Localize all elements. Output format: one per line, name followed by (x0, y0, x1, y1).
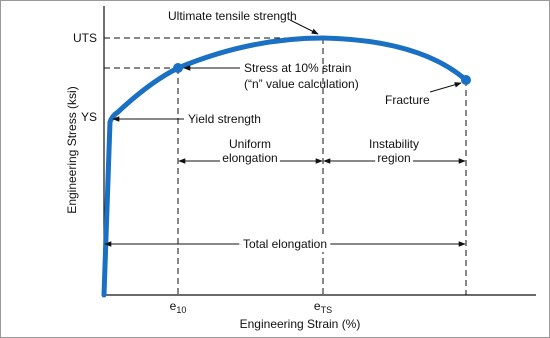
x-tick-label: e10 (170, 299, 187, 315)
x-tick-label: eTS (314, 299, 332, 315)
uts-annotation: Ultimate tensile strength (168, 9, 297, 23)
uniform-label: elongation (222, 151, 277, 165)
base: e (314, 299, 321, 313)
instability-label: region (377, 151, 410, 165)
uts-arrow (289, 19, 319, 35)
uts-label: UTS (73, 31, 97, 45)
stress-strain-curve (101, 35, 469, 298)
point-10pct (173, 63, 183, 73)
sub: 10 (176, 305, 186, 315)
ys-label: YS (81, 110, 97, 124)
uniform-label: Uniform (229, 137, 271, 151)
fracture-point (461, 75, 471, 85)
base: e (170, 299, 177, 313)
x-axis-title: Engineering Strain (%) (240, 317, 361, 331)
y-axis-title: Engineering Stress (ksi) (65, 86, 79, 213)
stress10-label: (“n” value calculation) (244, 77, 359, 91)
yield-label: Yield strength (188, 112, 261, 126)
fracture-label: Fracture (385, 93, 430, 107)
instability-label: Instability (369, 137, 419, 151)
sub: TS (321, 305, 333, 315)
stress10-label: Stress at 10% strain (244, 61, 351, 75)
total-label: Total elongation (243, 237, 327, 251)
fracture-arrow (429, 82, 462, 93)
